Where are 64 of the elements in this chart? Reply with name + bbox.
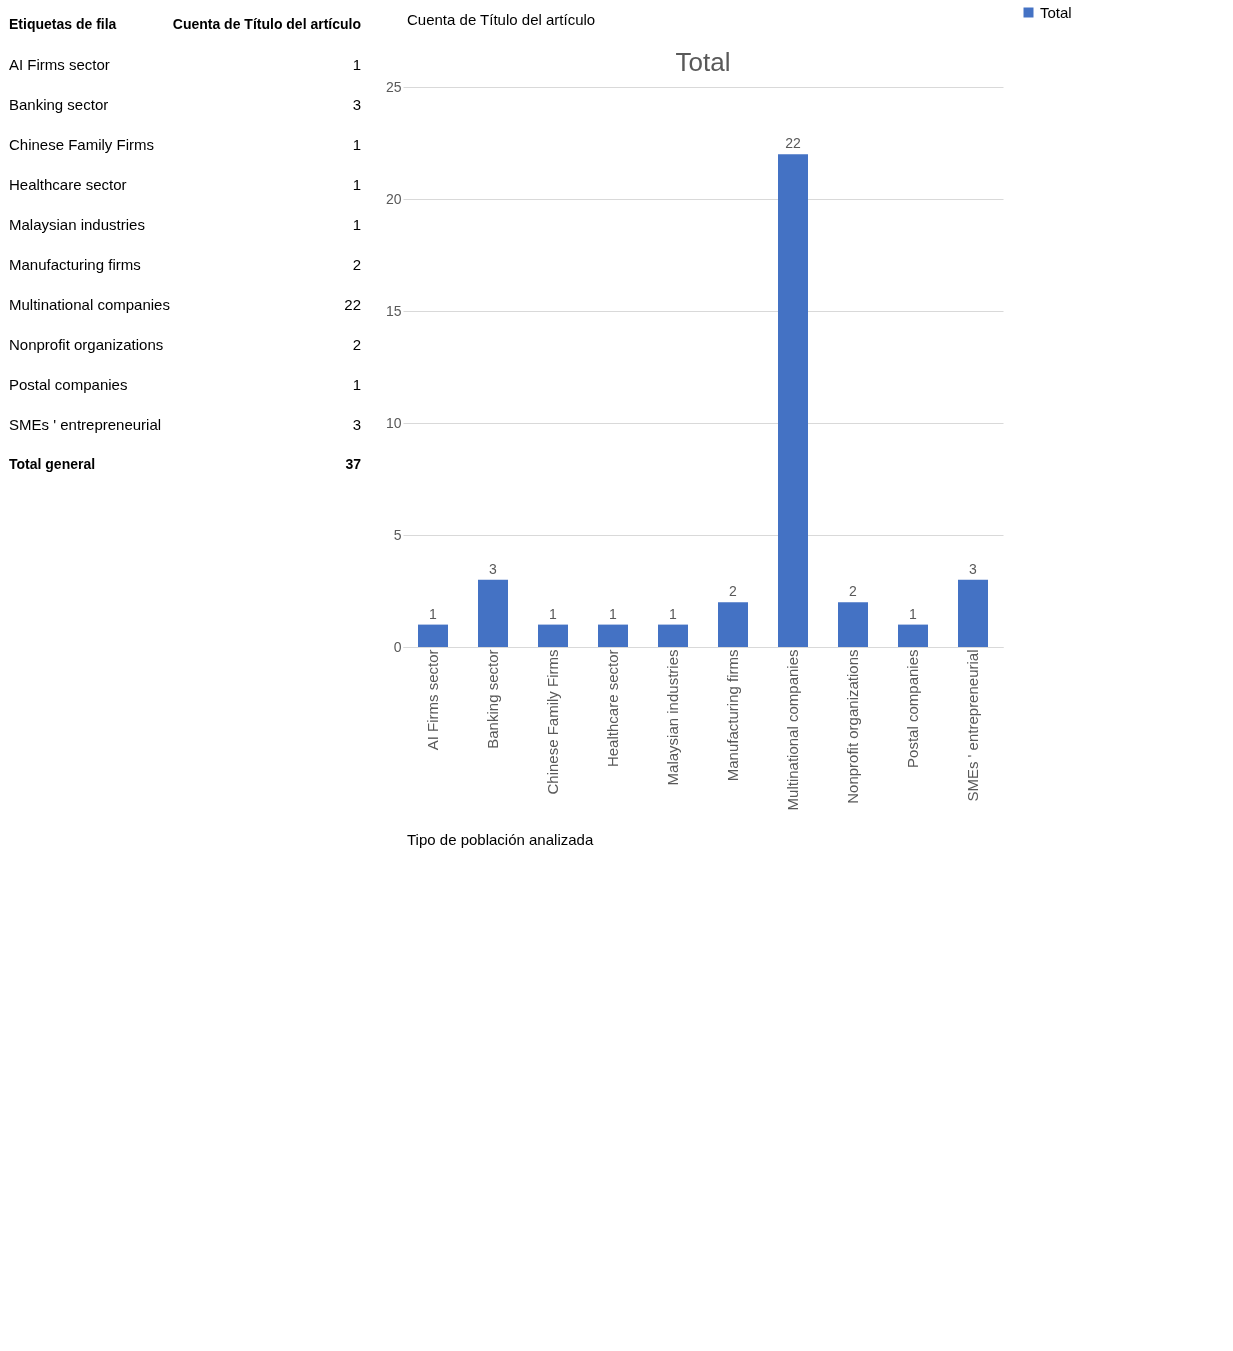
- y-tick-label: 15: [385, 302, 402, 319]
- text: Cuenta de Título del artículo: [172, 16, 361, 32]
- category-label: Chinese Family Firms: [9, 136, 155, 153]
- data-label: 1: [609, 605, 618, 622]
- bar: [778, 154, 808, 647]
- text: Etiquetas de fila: [9, 16, 117, 32]
- category-label: Healthcare sector: [9, 176, 127, 193]
- data-label: 1: [352, 136, 361, 153]
- text: Tipo de población analizada: [407, 831, 594, 848]
- data-label: 3: [969, 560, 978, 577]
- x-tick-label: Chinese Family Firms: [544, 649, 561, 795]
- data-label: 1: [352, 376, 361, 393]
- bar: [538, 624, 568, 647]
- text: Total general: [9, 456, 96, 472]
- category-label: Banking sector: [9, 96, 109, 113]
- x-tick-label: Healthcare sector: [604, 649, 621, 768]
- data-label: 1: [352, 176, 361, 193]
- text: 37: [345, 456, 362, 472]
- bar: [598, 624, 628, 647]
- chart-title: Total: [675, 47, 731, 77]
- data-label: 3: [352, 96, 361, 113]
- category-label: Multinational companies: [9, 296, 170, 313]
- category-label: Nonprofit organizations: [9, 336, 164, 353]
- y-tick-label: 10: [385, 414, 402, 431]
- bar: [418, 624, 448, 647]
- y-tick-label: 25: [385, 78, 402, 95]
- data-label: 2: [352, 336, 361, 353]
- y-tick-label: 5: [393, 526, 402, 543]
- category-label: Malaysian industries: [9, 216, 145, 233]
- data-label: 2: [352, 256, 361, 273]
- data-label: 3: [489, 560, 498, 577]
- x-tick-label: Nonprofit organizations: [844, 649, 861, 804]
- data-label: 2: [849, 583, 858, 600]
- category-label: Postal companies: [9, 376, 128, 393]
- x-tick-label: Multinational companies: [784, 649, 801, 811]
- data-label: 1: [669, 605, 678, 622]
- x-tick-label: Postal companies: [904, 649, 921, 768]
- bar: [718, 602, 748, 647]
- data-label: 1: [549, 605, 558, 622]
- x-tick-label: Manufacturing firms: [724, 649, 741, 782]
- data-label: 1: [352, 216, 361, 233]
- data-label: 1: [429, 605, 438, 622]
- bar: [958, 579, 988, 647]
- data-label: 1: [909, 605, 918, 622]
- x-tick-label: SMEs ' entrepreneurial: [964, 649, 981, 802]
- text: Cuenta de Título del artículo: [407, 11, 596, 28]
- category-label: Manufacturing firms: [9, 256, 141, 273]
- category-label: AI Firms sector: [9, 56, 110, 73]
- bar: [478, 579, 508, 647]
- x-tick-label: Banking sector: [484, 649, 501, 749]
- bar: [838, 602, 868, 647]
- y-tick-label: 20: [385, 190, 402, 207]
- legend-label: Total: [1040, 3, 1072, 21]
- bar: [898, 624, 928, 647]
- data-label: 22: [785, 135, 801, 152]
- x-tick-label: AI Firms sector: [424, 649, 441, 751]
- data-label: 22: [344, 296, 361, 313]
- y-tick-label: 0: [393, 638, 402, 655]
- data-label: 2: [729, 583, 738, 600]
- bar: [658, 624, 688, 647]
- data-label: 1: [352, 56, 361, 73]
- x-tick-label: Malaysian industries: [664, 649, 681, 786]
- category-label: SMEs ' entrepreneurial: [9, 416, 162, 433]
- data-label: 3: [352, 416, 361, 433]
